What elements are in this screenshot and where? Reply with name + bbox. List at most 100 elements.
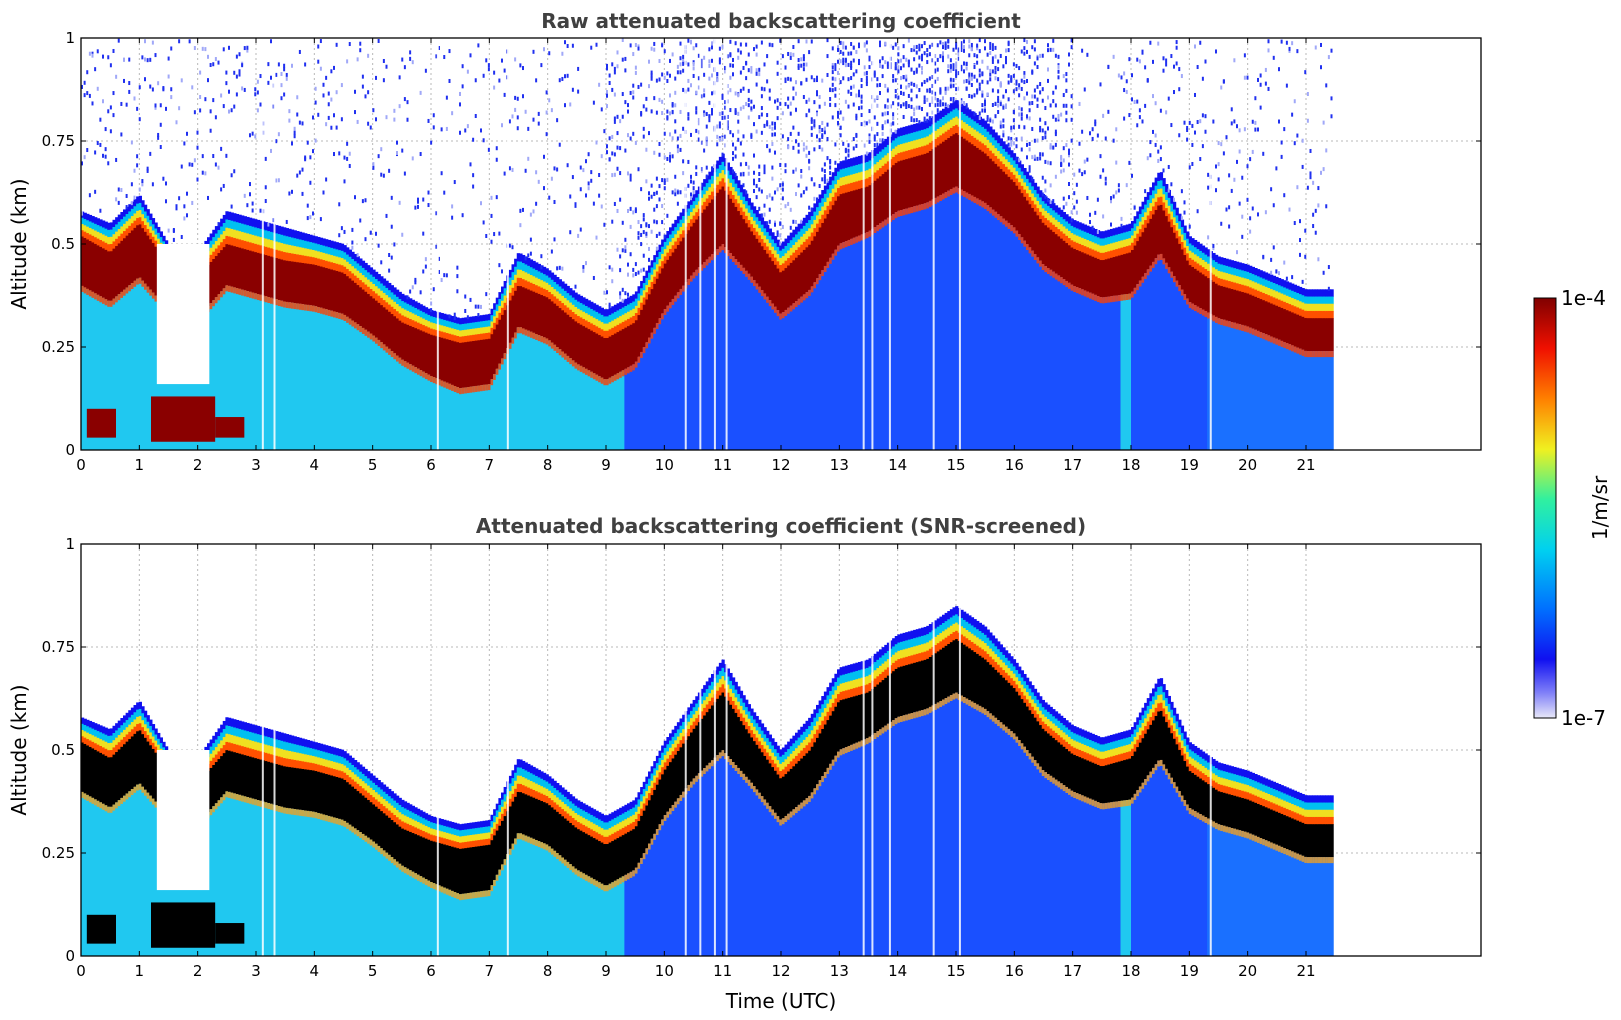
heatmap-cell [241,289,245,450]
noise-pixel [847,148,850,153]
heatmap-cell [159,237,163,244]
noise-pixel [388,168,391,173]
noise-pixel [771,121,774,126]
heatmap-cell [676,230,681,239]
noise-pixel [1123,71,1126,76]
heatmap-cell [1052,224,1056,233]
heatmap-cell [1089,255,1093,293]
noise-pixel [375,231,377,236]
heatmap-cell [613,319,618,327]
noise-pixel [834,87,837,92]
heatmap-cell [251,234,255,244]
heatmap-cell [669,256,673,303]
noise-pixel [997,99,1000,104]
heatmap-cell [703,262,707,269]
noise-pixel [112,48,115,53]
heatmap-cell [485,332,489,340]
heatmap-cell [1057,275,1061,450]
heatmap-cell [726,250,730,257]
heatmap-cell [603,379,607,386]
heatmap-cell [944,192,948,199]
heatmap-cell [537,335,541,450]
heatmap-cell [624,368,628,375]
noise-pixel [1041,175,1044,180]
heatmap-cell [653,255,657,263]
heatmap-cell [813,236,817,283]
heatmap-cell [968,117,972,127]
heatmap-cell [508,269,513,279]
noise-pixel [235,54,238,59]
noise-pixel [243,193,246,198]
heatmap-cell [222,239,226,248]
heatmap-cell [96,218,100,226]
noise-pixel [543,154,545,159]
noise-pixel [230,173,233,178]
noise-pixel [1057,75,1060,80]
noise-pixel [726,90,729,95]
heatmap-cell [1099,245,1103,254]
heatmap-cell [249,250,253,292]
heatmap-cell [1104,259,1108,297]
noise-pixel [703,55,706,60]
noise-pixel [346,141,349,146]
heatmap-cell [645,342,649,349]
noise-pixel [94,150,97,155]
heatmap-cell [480,339,484,386]
heatmap-cell [107,300,111,450]
heatmap-cell [708,187,712,196]
heatmap-cell [1073,286,1077,293]
noise-pixel [816,90,818,95]
heatmap-cell [976,131,980,141]
heatmap-cell [1115,295,1119,450]
heatmap-cell [566,285,570,294]
noise-pixel [1018,112,1021,117]
heatmap-cell [361,260,366,269]
noise-pixel [973,93,976,98]
heatmap-cell [1020,171,1024,180]
noise-pixel [818,125,821,130]
heatmap-cell [952,101,956,111]
noise-pixel [808,97,811,102]
noise-pixel [1057,69,1060,74]
noise-pixel [923,118,926,123]
heatmap-cell [259,294,263,450]
heatmap-cell [579,310,583,318]
heatmap-cell [485,326,489,334]
heatmap-cell [978,125,982,134]
noise-pixel [800,193,803,198]
heatmap-cell [474,328,478,335]
noise-pixel [687,159,690,164]
heatmap-cell [587,321,591,330]
noise-pixel [910,81,913,86]
noise-pixel [1060,112,1063,117]
heatmap-cell [487,326,492,334]
noise-pixel [519,223,522,228]
heatmap-cell [94,243,98,294]
heatmap-cell [745,201,749,209]
noise-pixel [1015,80,1018,85]
heatmap-cell [800,244,804,254]
heatmap-cell [94,237,98,245]
heatmap-cell [225,235,229,245]
noise-pixel [94,189,97,194]
heatmap-cell [939,127,943,136]
noise-pixel [902,102,905,107]
noise-pixel [409,289,412,294]
noise-pixel [611,62,614,67]
heatmap-cell [776,246,780,255]
heatmap-cell [813,211,817,221]
heatmap-cell [461,323,465,331]
noise-pixel [994,101,997,106]
noise-pixel [1005,59,1007,64]
heatmap-cell [1060,216,1064,225]
noise-pixel [1052,99,1055,104]
noise-pixel [1054,117,1057,122]
heatmap-cell [393,301,397,310]
heatmap-cell [1094,294,1098,450]
heatmap-cell [424,326,429,334]
heatmap-cell [1060,277,1064,450]
noise-pixel [125,193,128,198]
heatmap-cell [894,138,898,147]
heatmap-cell [228,219,232,229]
heatmap-cell [558,300,562,309]
